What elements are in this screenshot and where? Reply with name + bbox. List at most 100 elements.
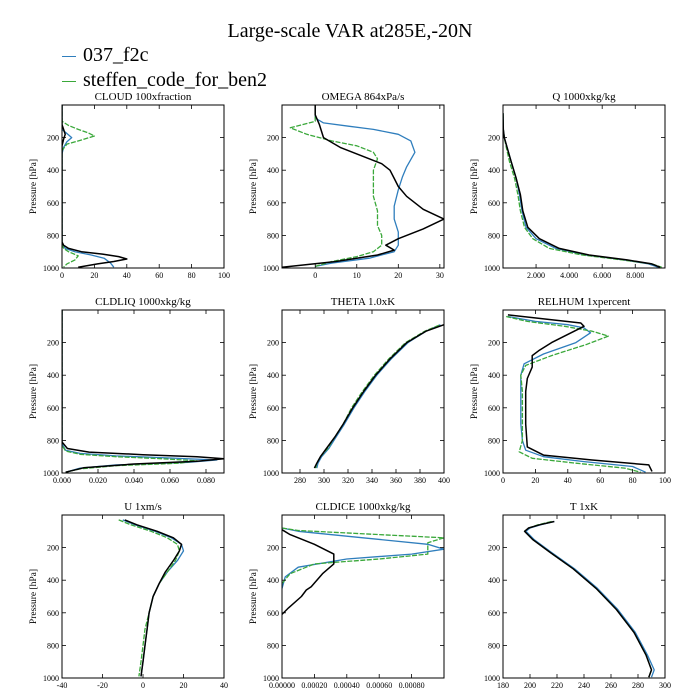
legend-label-037-f2c: 037_f2c — [83, 44, 149, 66]
x-tick-label-theta: 320 — [342, 476, 354, 485]
panel-title-relhum: RELHUM 1xpercent — [538, 296, 631, 308]
y-tick-label-u: 1000 — [43, 674, 59, 683]
panel-t: T 1xK 180 200 220 240 260 280 300 200 400 600 800 10… — [484, 501, 671, 690]
x-tick-label-cldice: 0.00040 — [334, 681, 360, 690]
legend-line-steffen — [62, 80, 76, 82]
y-tick-label-u: 800 — [47, 641, 59, 650]
x-tick-label-omega: 0 — [313, 271, 317, 280]
x-tick-label-cldliq: 0.000 — [53, 476, 71, 485]
x-tick-label-relhum: 80 — [629, 476, 637, 485]
y-tick-label-cldice: 600 — [267, 609, 279, 618]
y-tick-label-cloud: 200 — [47, 134, 59, 143]
plot-frame-q — [502, 104, 666, 269]
x-tick-label-q: 4.000 — [560, 271, 578, 280]
series-line-steffen-code-for-ben2-cloud — [62, 105, 96, 268]
series-line-037-f2c-theta — [316, 324, 441, 469]
series-line-reference-t — [523, 520, 653, 678]
series-line-037-f2c-cldliq — [62, 310, 218, 473]
y-tick-label-cldliq: 1000 — [43, 469, 59, 478]
x-tick-label-theta: 300 — [318, 476, 330, 485]
series-line-reference-theta — [313, 323, 444, 469]
series-group-cldice — [282, 527, 444, 615]
y-tick-label-cloud: 400 — [47, 166, 59, 175]
y-tick-label-q: 200 — [488, 134, 500, 143]
y-axis-label-theta: Pressure [hPa] — [249, 364, 259, 419]
x-tick-label-cldice: 0.00080 — [399, 681, 425, 690]
legend-entry-037-f2c: 037_f2c — [62, 44, 149, 67]
figure-title: Large-scale VAR at285E,-20N — [227, 20, 473, 42]
y-tick-label-omega: 200 — [267, 134, 279, 143]
x-tick-label-relhum: 20 — [531, 476, 539, 485]
x-tick-label-theta: 380 — [414, 476, 426, 485]
y-tick-label-theta: 800 — [267, 436, 279, 445]
panel-title-omega: OMEGA 864xPa/s — [322, 91, 405, 103]
series-line-037-f2c-relhum — [507, 315, 646, 473]
series-line-037-f2c-q — [503, 113, 659, 268]
series-line-037-f2c-cloud — [62, 105, 115, 268]
plot-frame-cldliq — [61, 309, 225, 474]
x-tick-label-cloud: 40 — [123, 271, 131, 280]
x-tick-label-cldliq: 0.020 — [89, 476, 107, 485]
series-line-steffen-code-for-ben2-cldliq — [62, 310, 198, 473]
y-tick-label-relhum: 800 — [488, 436, 500, 445]
x-tick-label-relhum: 0 — [501, 476, 505, 485]
y-tick-label-cldliq: 800 — [47, 436, 59, 445]
x-tick-label-cloud: 20 — [90, 271, 98, 280]
series-group-omega — [282, 105, 444, 268]
series-line-steffen-code-for-ben2-relhum — [506, 315, 641, 473]
y-tick-label-u: 400 — [47, 576, 59, 585]
series-line-steffen-code-for-ben2-t — [523, 520, 653, 678]
y-tick-label-q: 800 — [488, 231, 500, 240]
y-tick-label-theta: 1000 — [263, 469, 279, 478]
legend-line-037-f2c — [62, 55, 76, 57]
x-tick-label-t: 260 — [605, 681, 617, 690]
x-tick-label-t: 200 — [524, 681, 536, 690]
plot-frame-u — [61, 514, 225, 679]
series-group-t — [523, 520, 655, 678]
y-tick-label-t: 200 — [488, 544, 500, 553]
x-tick-label-omega: 20 — [394, 271, 402, 280]
y-axis-label-cldliq: Pressure [hPa] — [29, 364, 39, 419]
series-line-steffen-code-for-ben2-theta — [314, 324, 441, 469]
series-line-reference-omega — [282, 105, 444, 268]
y-tick-label-q: 400 — [488, 166, 500, 175]
panel-cldliq: CLDLIQ 1000xkg/kg 0.000 0.020 0.040 0.060 0.0… — [29, 296, 225, 485]
series-group-cldliq — [62, 310, 224, 473]
panel-u: U 1xm/s -40 -20 0 20 40 200 400 600 800 1000 Pressu… — [29, 501, 228, 690]
y-tick-label-relhum: 400 — [488, 371, 500, 380]
series-line-steffen-code-for-ben2-u — [118, 519, 181, 677]
x-tick-label-omega: 30 — [436, 271, 444, 280]
y-tick-label-t: 400 — [488, 576, 500, 585]
x-tick-label-t: 280 — [632, 681, 644, 690]
x-tick-label-u: 20 — [180, 681, 188, 690]
y-axis-label-relhum: Pressure [hPa] — [470, 364, 480, 419]
series-line-reference-relhum — [507, 314, 653, 472]
x-tick-label-u: -40 — [57, 681, 68, 690]
y-tick-label-relhum: 600 — [488, 404, 500, 413]
y-tick-label-cloud: 800 — [47, 231, 59, 240]
y-axis-label-u: Pressure [hPa] — [29, 569, 39, 624]
series-line-steffen-code-for-ben2-omega — [289, 109, 383, 268]
series-line-reference-cldliq — [62, 310, 224, 473]
x-tick-label-q: 8.000 — [626, 271, 644, 280]
x-tick-label-theta: 400 — [438, 476, 450, 485]
plot-frame-cloud — [61, 104, 225, 269]
y-tick-label-cldliq: 200 — [47, 339, 59, 348]
x-tick-label-cloud: 100 — [218, 271, 230, 280]
x-tick-label-omega: 10 — [353, 271, 361, 280]
x-tick-label-theta: 280 — [294, 476, 306, 485]
panel-q: Q 1000xkg/kg 2.000 4.000 6.000 8.000 200 400 60… — [470, 91, 666, 280]
y-tick-label-cldliq: 400 — [47, 371, 59, 380]
plot-frame-t — [502, 514, 666, 679]
panel-cloud: CLOUD 100xfraction 0 20 40 60 80 100 200 400 600 8… — [29, 91, 230, 280]
y-axis-label-q: Pressure [hPa] — [470, 159, 480, 214]
series-line-037-f2c-cldice — [282, 527, 444, 589]
y-tick-label-t: 1000 — [484, 674, 500, 683]
legend-entry-steffen: steffen_code_for_ben2 — [62, 69, 267, 92]
x-tick-label-q: 2.000 — [527, 271, 545, 280]
series-group-u — [118, 519, 185, 677]
panel-theta: THETA 1.0xK 280 300 320 340 360 380 400 200 400 60… — [249, 296, 450, 485]
plot-frame-omega — [281, 104, 445, 269]
x-tick-label-cloud: 0 — [60, 271, 64, 280]
x-tick-label-relhum: 60 — [596, 476, 604, 485]
